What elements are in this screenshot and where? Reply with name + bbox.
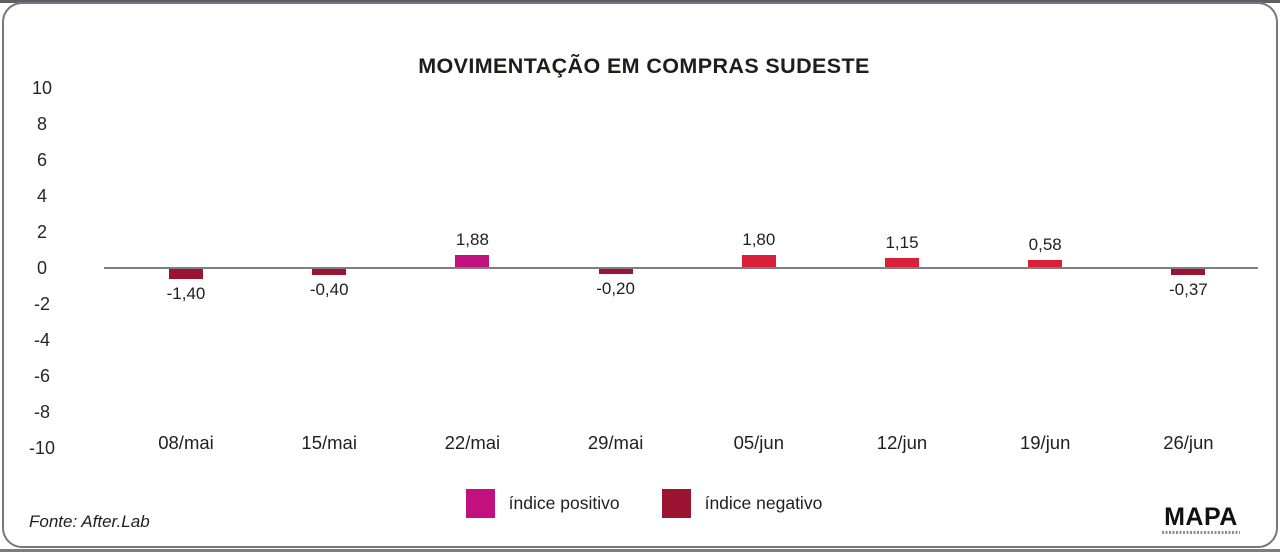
x-tick-label: 19/jun: [1019, 432, 1071, 453]
bar-value-label: -0,40: [309, 279, 349, 299]
zero-axis-line: [104, 267, 1258, 269]
legend-label: índice negativo: [704, 493, 823, 513]
y-tick-label: 0: [36, 258, 47, 278]
bar: [455, 254, 490, 267]
legend-swatch: [465, 489, 495, 518]
bar: [312, 269, 347, 275]
y-tick-label: -8: [33, 402, 50, 422]
y-tick-label: 8: [36, 114, 47, 134]
y-tick-label: 2: [36, 222, 47, 242]
x-tick-label: 29/mai: [587, 432, 644, 453]
bar-value-label: -0,20: [596, 278, 635, 298]
y-tick-label: -4: [33, 330, 50, 350]
bar-value-label: -1,40: [166, 284, 206, 304]
bar: [1028, 260, 1063, 267]
bar-value-label: 0,58: [1028, 235, 1062, 255]
mapa-logo: MAPA: [1162, 505, 1240, 534]
x-tick-label: 22/mai: [444, 432, 501, 453]
y-tick-label: 10: [31, 78, 53, 98]
bar-value-label: 1,80: [742, 229, 776, 249]
bottom-divider-line: [0, 549, 1280, 552]
chart-title: MOVIMENTAÇÃO EM COMPRAS SUDESTE: [418, 54, 870, 78]
mapa-logo-text: MAPA: [1164, 503, 1238, 531]
x-tick-label: 08/mai: [158, 432, 214, 453]
bar-value-label: 1,88: [455, 229, 489, 249]
bar: [885, 257, 919, 267]
chart-legend: índice positivo índice negativo: [4, 489, 1280, 518]
y-tick-label: 4: [36, 186, 47, 206]
source-note: Fonte: After.Lab: [29, 512, 150, 531]
legend-label: índice positivo: [508, 493, 620, 513]
y-tick-label: 6: [36, 150, 47, 170]
legend-item: índice negativo: [661, 489, 823, 518]
bar-value-label: -0,37: [1169, 279, 1208, 299]
bar: [598, 269, 633, 274]
x-tick-label: 12/jun: [876, 432, 928, 453]
legend-item: índice positivo: [465, 489, 620, 518]
y-tick-label: -6: [33, 366, 50, 386]
legend-swatch: [661, 489, 691, 518]
x-tick-label: 26/jun: [1163, 432, 1214, 453]
top-divider-line: [0, 0, 1280, 3]
bar-value-label: 1,15: [885, 232, 919, 252]
y-tick-label: -2: [33, 294, 50, 314]
bar: [1171, 269, 1206, 275]
bar: [169, 269, 203, 280]
mapa-logo-tagline: [1162, 531, 1240, 534]
x-tick-label: 05/jun: [733, 432, 784, 453]
x-tick-label: 15/mai: [301, 432, 357, 453]
y-tick-label: -10: [28, 438, 55, 458]
bar: [741, 254, 776, 267]
